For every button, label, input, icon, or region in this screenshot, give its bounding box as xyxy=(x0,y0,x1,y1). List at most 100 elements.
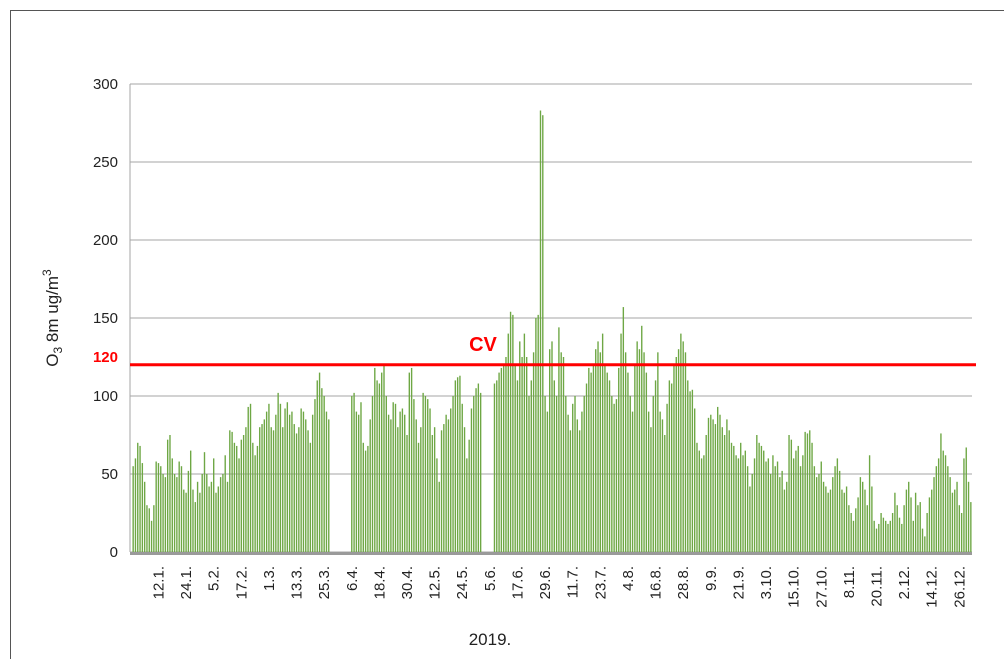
bar xyxy=(733,445,735,552)
bar xyxy=(790,439,793,552)
bar xyxy=(788,435,790,552)
x-tick-label: 14.12. xyxy=(924,566,941,608)
bar xyxy=(802,455,804,552)
bar xyxy=(155,461,157,552)
bar xyxy=(530,380,532,552)
bar xyxy=(792,458,795,552)
bar xyxy=(684,352,687,552)
bar xyxy=(944,455,947,552)
bar xyxy=(813,466,816,552)
bar xyxy=(666,403,668,552)
bar xyxy=(680,333,682,552)
bar xyxy=(970,502,972,552)
bar xyxy=(265,411,268,552)
x-tick-label: 17.2. xyxy=(233,566,250,599)
bar xyxy=(845,486,848,552)
x-tick-label: 3.10. xyxy=(758,566,775,599)
x-tick-label: 11.7. xyxy=(565,566,582,598)
bar xyxy=(512,314,514,552)
bar xyxy=(737,458,740,552)
y-label-sub: 3 xyxy=(51,347,65,354)
bar xyxy=(809,430,811,552)
x-tick-label: 24.5. xyxy=(454,566,471,599)
bar xyxy=(519,341,521,552)
bar xyxy=(583,396,585,552)
bar xyxy=(286,402,289,552)
bar xyxy=(631,411,634,552)
bar xyxy=(542,115,544,552)
bar xyxy=(908,481,910,552)
bar xyxy=(477,383,480,552)
bar xyxy=(917,505,919,552)
bar xyxy=(926,513,928,552)
bar xyxy=(328,419,330,552)
bar xyxy=(627,372,629,552)
bar xyxy=(537,314,539,552)
bar xyxy=(252,442,254,552)
x-tick-label: 5.2. xyxy=(206,566,223,591)
bar xyxy=(746,466,749,552)
bar xyxy=(316,380,318,552)
bar xyxy=(832,477,834,552)
bar xyxy=(668,380,671,552)
bar xyxy=(714,424,717,552)
bar xyxy=(562,357,565,552)
bar xyxy=(960,513,963,552)
bar xyxy=(514,364,516,552)
bar xyxy=(843,492,845,552)
bar xyxy=(323,396,325,552)
bar xyxy=(240,439,243,552)
bar xyxy=(369,419,371,552)
bar xyxy=(187,470,190,552)
bar xyxy=(176,477,178,552)
bar xyxy=(687,380,689,552)
bar xyxy=(406,435,408,552)
bar xyxy=(873,520,875,552)
bar xyxy=(670,383,673,552)
bar xyxy=(505,357,507,552)
bar xyxy=(664,435,666,552)
bar xyxy=(302,411,305,552)
bar xyxy=(438,481,440,552)
bar xyxy=(565,396,567,552)
y-tick-label: 150 xyxy=(93,310,118,327)
bar xyxy=(553,380,555,552)
bar xyxy=(496,380,498,552)
bar xyxy=(461,403,463,552)
bar xyxy=(776,461,779,552)
bar xyxy=(387,414,390,552)
y-tick-label: 250 xyxy=(93,154,118,171)
bar xyxy=(836,458,839,552)
bar xyxy=(454,380,457,552)
bar xyxy=(157,463,160,552)
bar xyxy=(169,435,171,552)
bar xyxy=(500,367,503,552)
bar xyxy=(256,445,259,552)
bar xyxy=(703,455,705,552)
bar xyxy=(622,307,625,552)
bar xyxy=(827,492,829,552)
bar xyxy=(712,419,714,552)
bar xyxy=(523,333,526,552)
bar xyxy=(493,383,496,552)
bar xyxy=(841,489,843,552)
bar xyxy=(682,341,684,552)
bar xyxy=(705,435,707,552)
y-label-sup: 3 xyxy=(40,269,54,276)
x-axis-label: 2019. xyxy=(469,630,512,649)
bar xyxy=(162,474,164,552)
bar xyxy=(866,505,868,552)
bar xyxy=(592,364,595,552)
bar xyxy=(199,492,201,552)
bar xyxy=(408,372,411,552)
bar xyxy=(896,505,898,552)
bar xyxy=(951,492,954,552)
bar xyxy=(601,333,604,552)
bar xyxy=(783,489,786,552)
bar xyxy=(611,396,613,552)
bar xyxy=(629,396,631,552)
bar xyxy=(643,352,645,552)
bar xyxy=(351,396,353,552)
bar xyxy=(208,486,210,552)
